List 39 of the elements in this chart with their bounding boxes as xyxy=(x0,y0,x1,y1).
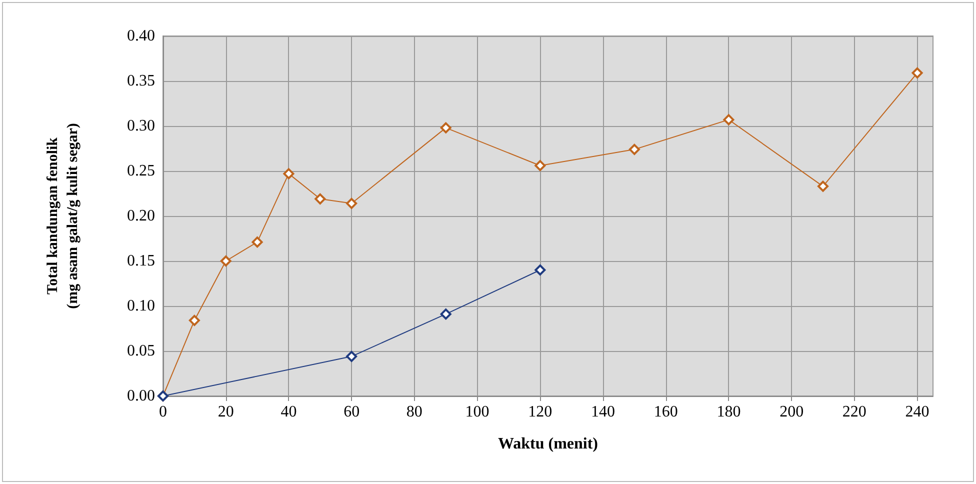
x-tick-label: 20 xyxy=(218,404,234,420)
y-tick-label: 0.30 xyxy=(127,118,155,134)
x-tick-label: 200 xyxy=(780,404,804,420)
y-tick-label: 0.15 xyxy=(127,252,155,270)
x-tick-label: 0 xyxy=(159,404,167,420)
y-tick-label: 0.40 xyxy=(127,28,155,44)
x-tick-label: 100 xyxy=(465,404,490,420)
x-axis-title: Waktu (menit) xyxy=(498,436,598,452)
x-tick-label: 140 xyxy=(591,404,615,420)
point xyxy=(346,198,358,209)
x-tick-label: 80 xyxy=(406,404,422,420)
x-tick-label: 120 xyxy=(528,404,552,420)
point xyxy=(912,67,923,78)
x-tick-label: 220 xyxy=(842,404,866,420)
point xyxy=(283,168,294,180)
y-tick-label: 0.20 xyxy=(127,208,155,224)
x-tick-label: 160 xyxy=(654,404,678,420)
point xyxy=(818,180,828,192)
point xyxy=(252,236,263,248)
point xyxy=(188,314,200,326)
x-tick-label: 40 xyxy=(280,404,297,420)
point xyxy=(723,114,734,126)
point xyxy=(534,264,546,276)
point xyxy=(314,193,326,204)
point xyxy=(534,160,546,172)
point xyxy=(440,308,452,320)
y-tick-label: 0.00 xyxy=(127,388,155,404)
x-tick-label: 240 xyxy=(905,404,930,420)
y-tick-label: 0.35 xyxy=(127,72,155,90)
x-tick-label: 180 xyxy=(716,404,741,420)
point xyxy=(346,350,358,362)
y-tick-label: 0.10 xyxy=(127,298,155,314)
x-tick-label: 60 xyxy=(344,404,360,420)
y-axis-title: Total kandungan fenolik (mg asam galat/g kulit segar) xyxy=(45,123,81,309)
point xyxy=(440,122,452,134)
point xyxy=(220,256,232,266)
point xyxy=(628,144,640,155)
y-tick-label: 0.25 xyxy=(127,162,155,180)
y-tick-label: 0.05 xyxy=(127,342,155,360)
